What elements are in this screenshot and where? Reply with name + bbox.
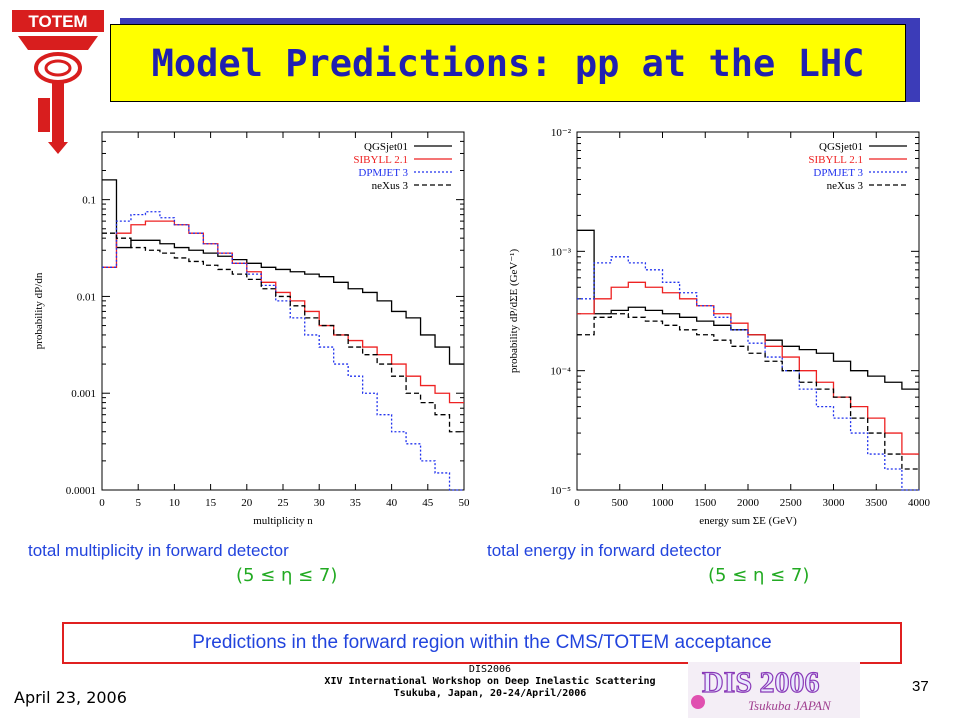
dis2006-logo: DIS 2006 Tsukuba JAPAN <box>688 662 860 718</box>
x-tick-label: 45 <box>422 497 434 509</box>
series-line-3 <box>577 313 919 470</box>
caption-multiplicity: total multiplicity in forward detector <box>28 541 289 560</box>
y-tick-label: 10⁻⁵ <box>550 485 571 497</box>
page-number: 37 <box>912 678 929 695</box>
series-line-3 <box>102 232 464 433</box>
y-tick-label: 0.0001 <box>66 485 96 497</box>
series-line-1 <box>577 281 919 455</box>
x-tick-label: 20 <box>241 497 253 509</box>
dis-logo-text: DIS 2006 <box>702 666 820 699</box>
x-tick-label: 10 <box>169 497 181 509</box>
series-line-2 <box>102 211 464 491</box>
legend-label: DPMJET 3 <box>813 167 863 179</box>
y-tick-label: 10⁻⁴ <box>550 366 571 378</box>
y-tick-label: 10⁻³ <box>551 246 572 258</box>
eta-range-right: (5 ≤ η ≤ 7) <box>708 565 810 586</box>
logo-text: TOTEM <box>28 12 87 31</box>
legend-label: QGSjet01 <box>819 141 863 153</box>
series-line-0 <box>102 179 464 365</box>
y-tick-label: 0.01 <box>77 291 96 303</box>
footer-date: April 23, 2006 <box>14 688 127 707</box>
legend-label: neXus 3 <box>372 180 409 192</box>
multiplicity-chart: 0 5 10 15 20 25 30 35 40 45 50 0.1 0.01 0.001 0.0001 mu… <box>33 131 471 527</box>
conf-line-1: DIS2006 <box>468 664 512 675</box>
acceptance-note-box: Predictions in the forward region within… <box>62 622 902 664</box>
acceptance-note: Predictions in the forward region within… <box>192 632 772 653</box>
eta-range-left: (5 ≤ η ≤ 7) <box>236 565 338 586</box>
x-tick-label: 1500 <box>694 497 717 509</box>
x-tick-label: 50 <box>459 497 471 509</box>
y-tick-label: 0.1 <box>82 195 96 207</box>
x-tick-label: 30 <box>314 497 326 509</box>
x-tick-label: 0 <box>574 497 580 509</box>
x-axis-label: energy sum ΣE (GeV) <box>699 515 797 527</box>
legend-label: QGSjet01 <box>364 141 408 153</box>
y-axis-label: probability dP/dΣE (GeV⁻¹) <box>508 249 520 374</box>
x-tick-label: 3000 <box>823 497 846 509</box>
y-tick-label: 10⁻² <box>551 127 572 139</box>
series-line-2 <box>577 256 919 491</box>
slide-title: Model Predictions: pp at the LHC <box>151 41 865 85</box>
y-tick-label: 0.001 <box>71 388 96 400</box>
x-tick-label: 2000 <box>737 497 760 509</box>
x-tick-label: 500 <box>612 497 629 509</box>
caption-energy: total energy in forward detector <box>487 541 722 560</box>
x-tick-label: 5 <box>135 497 141 509</box>
x-tick-label: 35 <box>350 497 362 509</box>
energy-chart: 0 500 1000 1500 2000 2500 3000 3500 4000 10⁻² 10⁻³… <box>508 127 931 527</box>
x-tick-label: 1000 <box>652 497 675 509</box>
plot-frame <box>576 131 920 491</box>
totem-logo: TOTEM <box>12 10 104 154</box>
legend-label: neXus 3 <box>827 180 864 192</box>
x-tick-label: 0 <box>99 497 105 509</box>
legend-label: SIBYLL 2.1 <box>808 154 863 166</box>
conf-line-2: XIV International Workshop on Deep Inela… <box>324 676 656 687</box>
legend-label: SIBYLL 2.1 <box>353 154 408 166</box>
x-tick-label: 3500 <box>865 497 888 509</box>
x-tick-label: 4000 <box>908 497 931 509</box>
x-tick-label: 2500 <box>780 497 803 509</box>
plot-frame <box>101 131 465 491</box>
conf-line-3: Tsukuba, Japan, 20-24/April/2006 <box>393 688 587 699</box>
title-box: Model Predictions: pp at the LHC <box>110 24 906 102</box>
x-tick-label: 25 <box>278 497 290 509</box>
legend-label: DPMJET 3 <box>358 167 408 179</box>
footer-conference: DIS2006 XIV International Workshop on De… <box>270 664 710 700</box>
x-tick-label: 15 <box>205 497 217 509</box>
x-axis-label: multiplicity n <box>253 515 313 527</box>
y-axis-label: probability dP/dn <box>33 272 45 349</box>
x-tick-label: 40 <box>386 497 398 509</box>
dis-logo-subtext: Tsukuba JAPAN <box>748 698 832 713</box>
